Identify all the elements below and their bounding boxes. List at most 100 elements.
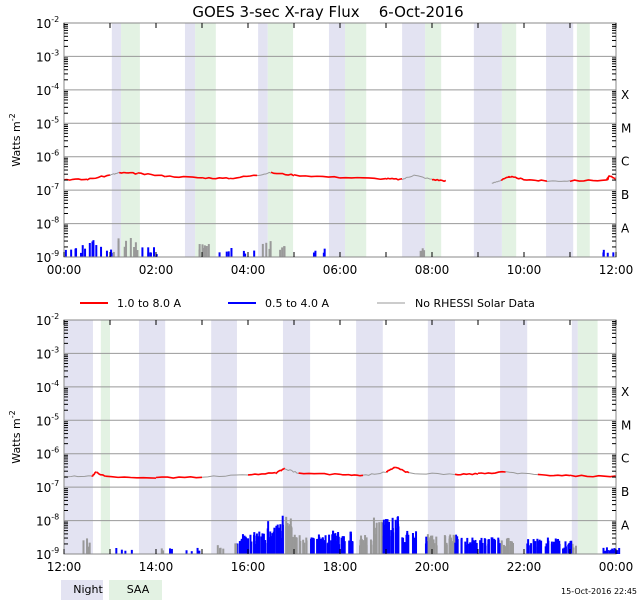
saa-band [501,23,517,257]
long-channel-line [491,179,502,184]
long-channel-line [119,171,138,175]
y-tick-exponent: -3 [51,48,59,57]
long-channel-line [229,174,258,180]
long-channel-line [569,179,607,183]
long-channel-line [477,470,506,475]
x-tick-label: 12:00 [47,560,82,574]
saa-band [267,23,294,257]
flare-class-label: B [621,188,629,202]
saa-band [195,23,216,257]
saa-legend-swatch [109,580,162,600]
legend-label-no-rhessi: No RHESSI Solar Data [415,297,535,310]
night-legend-label: Night [73,583,103,596]
night-band [328,23,346,257]
saa-band [577,320,598,554]
footer-timestamp: 15-Oct-2016 22:45 [561,587,637,596]
x-tick-label: 12:00 [599,263,634,277]
long-channel-line [63,475,92,478]
x-tick-label: 00:00 [47,263,82,277]
saa-band [100,320,110,554]
night-band [64,320,93,554]
flare-class-label: X [621,385,629,399]
y-tick-exponent: -6 [51,446,59,455]
night-band [138,320,166,554]
legend-label-short: 0.5 to 4.0 A [265,297,330,310]
y-tick-label: 10-2 [36,312,59,328]
night-band [427,320,455,554]
night-legend-swatch [61,580,103,600]
long-channel-line [247,471,276,476]
night-band [211,320,237,554]
y-tick-exponent: -8 [51,513,59,522]
saa-band [121,23,140,257]
y-tick-label: 10-4 [36,82,59,98]
saa-band [425,23,442,257]
night-band [258,23,268,257]
night-band [402,23,426,257]
x-tick-label: 16:00 [231,560,266,574]
long-channel-line [137,172,166,178]
flare-class-label: A [621,222,630,236]
night-band [356,320,383,554]
y-tick-exponent: -4 [51,379,59,388]
y-axis-label-exponent: -2 [8,113,17,121]
long-channel-line [155,476,203,479]
long-channel-line [201,176,230,180]
y-tick-label: 10-5 [36,412,59,428]
y-tick-exponent: -6 [51,149,59,158]
x-tick-label: 22:00 [507,560,542,574]
y-tick-exponent: -9 [51,249,59,258]
y-tick-label: 10-8 [36,216,59,232]
flare-class-label: X [621,88,629,102]
long-channel-line [523,178,548,183]
night-band [111,23,122,257]
long-channel-line [546,180,571,183]
long-channel-line [86,174,111,181]
long-channel-line [284,468,299,474]
long-channel-line [385,466,396,473]
x-tick-label: 02:00 [139,263,174,277]
x-tick-label: 06:00 [323,263,358,277]
long-channel-line [275,467,286,475]
long-channel-line [270,171,295,177]
x-tick-label: 18:00 [323,560,358,574]
x-tick-label: 10:00 [507,263,542,277]
saa-legend-label: SAA [127,583,150,596]
flare-class-label: C [621,452,629,466]
y-axis-label: Watts m-2 [8,410,23,463]
flare-class-label: M [621,121,631,135]
night-band [546,23,574,257]
long-channel-line [105,475,157,479]
long-channel-line [339,176,387,181]
x-tick-label: 20:00 [415,560,450,574]
night-band [282,320,311,554]
night-band [184,23,196,257]
chart-title: GOES 3-sec X-ray Flux 6-Oct-2016 [192,3,463,21]
long-channel-line [500,175,511,182]
long-channel-line [505,471,538,476]
x-tick-label: 08:00 [415,263,450,277]
long-channel-line [431,178,447,183]
y-tick-label: 10-2 [36,15,59,31]
night-band [571,320,578,554]
y-tick-exponent: -4 [51,82,59,91]
panel-2: 10-210-310-410-510-610-710-810-9XMCBA12:… [8,312,633,574]
y-tick-label: 10-7 [36,182,59,198]
y-tick-exponent: -7 [51,182,59,191]
x-tick-label: 00:00 [599,560,634,574]
y-tick-exponent: -2 [51,15,59,24]
long-channel-line [413,174,433,180]
long-channel-line [165,175,203,179]
y-tick-exponent: -5 [51,412,59,421]
long-channel-line [537,473,571,477]
y-axis-label: Watts m-2 [8,113,23,166]
long-channel-line [395,466,410,474]
y-tick-exponent: -9 [51,546,59,555]
panel-1: 10-210-310-410-510-610-710-810-9XMCBA00:… [8,15,633,277]
x-tick-label: 14:00 [139,560,174,574]
y-tick-label: 10-6 [36,149,59,165]
y-tick-exponent: -7 [51,479,59,488]
saa-band [345,23,367,257]
long-channel-line [454,472,479,476]
